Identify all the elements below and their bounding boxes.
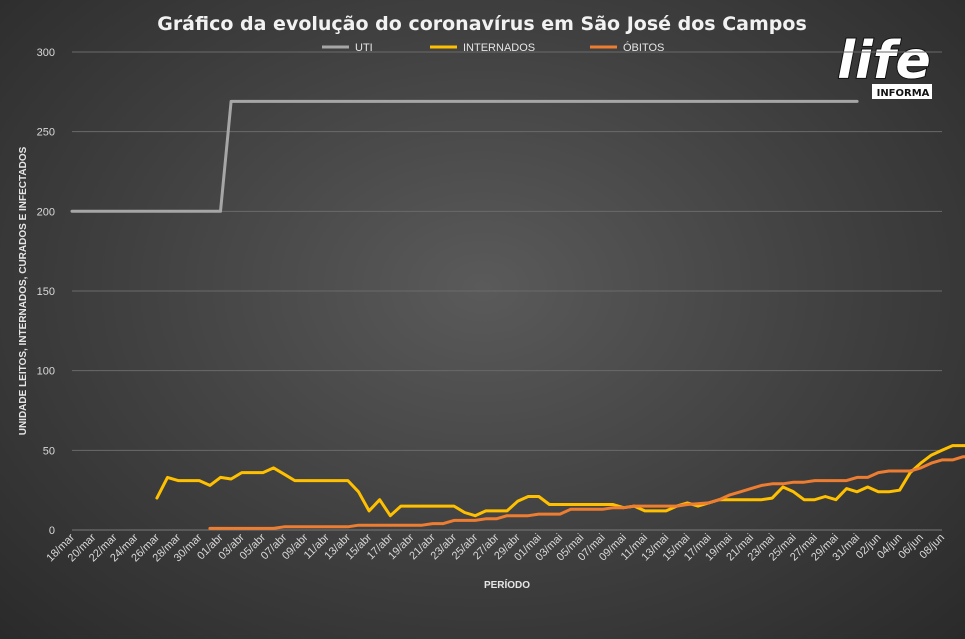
- gridlines: [72, 51, 942, 531]
- series-line-óbitos: [208, 455, 965, 530]
- legend-label: UTI: [355, 42, 373, 54]
- chart-title: Gráfico da evolução do coronavírus em Sã…: [157, 13, 807, 35]
- x-axis-ticks: 18/mar20/mar22/mar24/mar26/mar28/mar30/m…: [44, 531, 947, 564]
- logo-subtext: INFORMA: [877, 88, 930, 99]
- series-lines: [70, 99, 965, 530]
- y-tick-label: 300: [37, 47, 55, 59]
- y-tick-label: 100: [37, 366, 55, 378]
- logo-text: life: [837, 31, 931, 91]
- x-tick-label: 08/jun: [917, 532, 947, 562]
- logo-badge: [872, 84, 932, 99]
- y-axis-title: UNIDADE LEITOS, INTERNADOS, CURADOS E IN…: [18, 146, 29, 435]
- y-axis-ticks: 0 50 100 150 200 250 300: [37, 47, 55, 537]
- legend-label: ÓBITOS: [623, 41, 664, 54]
- legend-label: INTERNADOS: [463, 42, 535, 54]
- series-line-internados: [155, 444, 965, 518]
- y-tick-label: 0: [49, 525, 55, 537]
- x-axis-title: PERÍODO: [484, 578, 530, 591]
- y-tick-label: 200: [37, 206, 55, 218]
- y-tick-label: 50: [43, 445, 55, 457]
- y-tick-label: 250: [37, 127, 55, 139]
- life-informa-logo: life INFORMA: [836, 30, 932, 99]
- y-tick-label: 150: [37, 286, 55, 298]
- series-line-uti: [70, 99, 859, 213]
- legend: UTI INTERNADOS ÓBITOS: [322, 41, 664, 54]
